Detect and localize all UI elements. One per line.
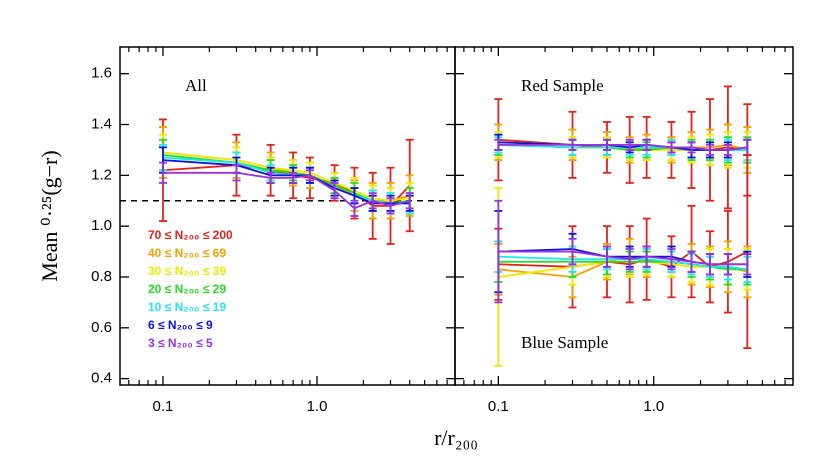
- y-tick-label: 1.2: [91, 166, 112, 183]
- error-bar: [368, 192, 377, 210]
- legend-label: 40 ≤ N₂₀₀ ≤ 69: [148, 246, 226, 260]
- error-bar: [687, 250, 696, 273]
- x-axis-label: r/r₂₀₀: [434, 425, 478, 450]
- series-line: [498, 260, 748, 271]
- error-bar: [625, 248, 634, 271]
- y-tick-label: 1.6: [91, 65, 112, 82]
- y-tick-label: 0.4: [91, 370, 112, 387]
- error-bar: [667, 141, 676, 154]
- y-axis-label: Mean ⁰·²⁵(g−r): [37, 150, 62, 281]
- error-bar: [568, 237, 577, 266]
- x-tick-label: 1.0: [643, 398, 664, 415]
- legend-label: 30 ≤ N₂₀₀ ≤ 39: [148, 264, 226, 278]
- error-bar: [330, 182, 339, 200]
- y-tick-label: 1.4: [91, 115, 112, 132]
- y-tick-label: 1.0: [91, 217, 112, 234]
- error-bar: [602, 138, 611, 151]
- legend-label: 10 ≤ N₂₀₀ ≤ 19: [148, 300, 226, 314]
- error-bar: [494, 138, 503, 151]
- error-bar: [625, 138, 634, 151]
- plot-frame: [119, 46, 456, 386]
- error-bar: [266, 171, 275, 184]
- error-bar: [232, 164, 241, 182]
- panel-label: Blue Sample: [521, 333, 608, 352]
- error-bar: [723, 143, 732, 156]
- error-bar: [568, 138, 577, 151]
- error-bar: [705, 253, 714, 276]
- error-bar: [305, 169, 314, 182]
- y-tick-label: 0.6: [91, 319, 112, 336]
- error-bar: [289, 171, 298, 184]
- error-bar: [667, 248, 676, 271]
- error-bar: [350, 199, 359, 217]
- legend-label: 6 ≤ N₂₀₀ ≤ 9: [148, 318, 213, 332]
- panel-label: All: [185, 76, 207, 95]
- legend-label: 3 ≤ N₂₀₀ ≤ 5: [148, 336, 213, 350]
- x-tick-label: 1.0: [307, 398, 328, 415]
- series-line: [162, 171, 410, 210]
- error-bar: [723, 253, 732, 276]
- series-line: [498, 250, 748, 266]
- series-line: [498, 255, 748, 271]
- error-bar: [743, 253, 752, 276]
- series-line: [162, 151, 410, 202]
- legend-label: 70 ≤ N₂₀₀ ≤ 200: [148, 228, 233, 242]
- error-bar: [642, 138, 651, 151]
- error-bar: [602, 245, 611, 268]
- x-tick-label: 0.1: [153, 398, 174, 415]
- error-bar: [494, 199, 503, 304]
- y-tick-label: 0.8: [91, 268, 112, 285]
- legend-label: 20 ≤ N₂₀₀ ≤ 29: [148, 282, 226, 296]
- series-line: [498, 143, 748, 151]
- x-tick-label: 0.1: [488, 398, 509, 415]
- error-bar: [642, 245, 651, 268]
- error-bar: [405, 192, 414, 210]
- error-bar: [158, 161, 167, 184]
- error-bar: [687, 141, 696, 154]
- error-bar: [386, 197, 395, 215]
- plot-frame: [454, 46, 794, 386]
- panel-label: Red Sample: [521, 76, 604, 95]
- error-bar: [705, 143, 714, 156]
